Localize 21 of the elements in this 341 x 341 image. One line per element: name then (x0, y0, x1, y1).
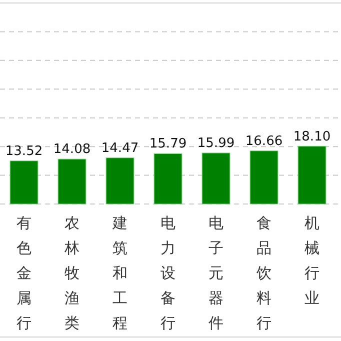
bar (106, 158, 134, 204)
x-tick-label: 食品饮料行 (256, 214, 272, 332)
bar (58, 158, 86, 204)
x-tick-label: 农林牧渔类 (64, 214, 80, 332)
x-tick-label: 机械行业 (304, 214, 320, 307)
bar (298, 146, 326, 204)
x-tick-label: 有色金属行 (16, 214, 32, 332)
bar (202, 152, 230, 204)
x-tick-label: 建筑和工程 (112, 214, 128, 332)
bar (250, 150, 278, 204)
data-label: 14.08 (53, 142, 91, 158)
bar (10, 160, 38, 204)
x-tick-label: 电力设备行 (160, 214, 176, 332)
x-tick-label: 电子元器件 (208, 214, 224, 332)
data-label: 18.10 (293, 129, 331, 144)
data-label: 15.79 (149, 136, 187, 152)
bar (154, 153, 182, 204)
data-label: 14.47 (101, 140, 139, 156)
data-label: 16.66 (245, 134, 283, 149)
data-label: 13.52 (5, 144, 43, 159)
data-label: 15.99 (197, 136, 235, 151)
